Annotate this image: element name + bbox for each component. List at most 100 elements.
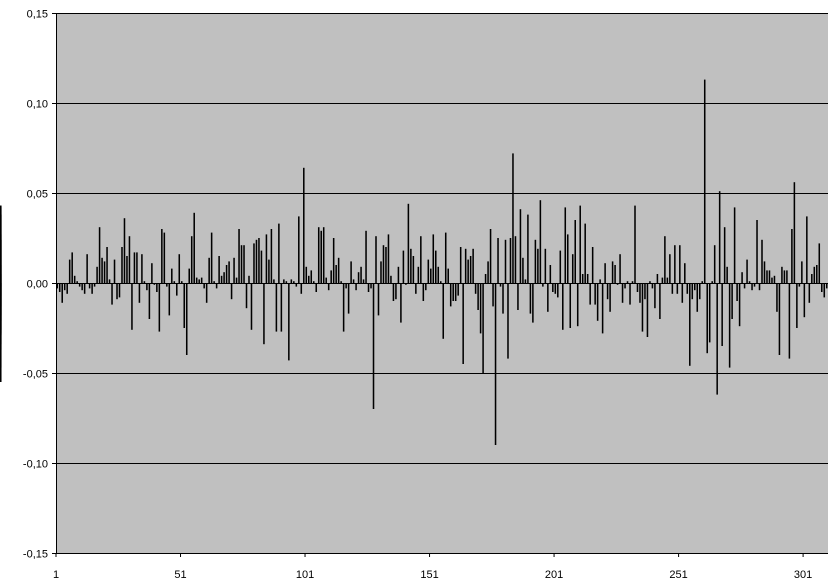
data-bar bbox=[178, 254, 181, 283]
data-bar bbox=[273, 279, 275, 283]
data-bar bbox=[417, 266, 420, 283]
data-bar bbox=[758, 283, 761, 291]
data-bar bbox=[726, 266, 728, 283]
data-bar bbox=[636, 283, 639, 292]
data-bar bbox=[390, 275, 392, 283]
data-bar bbox=[454, 283, 457, 301]
data-bar bbox=[387, 234, 390, 283]
data-bar bbox=[412, 256, 415, 283]
data-bar bbox=[594, 283, 596, 305]
data-bar bbox=[180, 281, 183, 283]
data-bar bbox=[532, 283, 534, 323]
data-bar bbox=[728, 283, 731, 368]
data-bar bbox=[544, 248, 547, 283]
data-bar bbox=[176, 283, 178, 296]
data-bar bbox=[619, 254, 621, 283]
data-bar bbox=[639, 283, 641, 303]
data-bar bbox=[564, 207, 567, 283]
data-bar bbox=[335, 265, 337, 283]
data-bar bbox=[689, 283, 691, 366]
data-bar bbox=[58, 283, 61, 292]
data-bar bbox=[427, 259, 430, 283]
data-bar bbox=[188, 268, 190, 283]
data-bar bbox=[674, 245, 676, 283]
data-bar bbox=[527, 214, 529, 283]
data-bar bbox=[776, 283, 778, 312]
data-bar bbox=[96, 266, 98, 283]
data-bar bbox=[111, 283, 113, 305]
data-bar bbox=[816, 265, 818, 283]
data-bar bbox=[731, 283, 733, 319]
data-bar bbox=[761, 239, 763, 283]
data-bar bbox=[462, 283, 464, 364]
data-bar bbox=[310, 270, 313, 283]
data-bar bbox=[98, 227, 101, 283]
data-bar bbox=[315, 283, 318, 292]
data-bar bbox=[718, 191, 721, 283]
data-bar bbox=[210, 232, 213, 283]
data-bar bbox=[260, 250, 263, 283]
data-bar bbox=[161, 229, 163, 283]
data-bar bbox=[509, 238, 512, 283]
data-bar bbox=[382, 245, 385, 283]
y-tick-label: -0,10 bbox=[23, 459, 48, 471]
data-bar bbox=[698, 283, 701, 300]
data-bar bbox=[721, 283, 723, 346]
x-tick-label: 301 bbox=[794, 569, 812, 581]
data-bar bbox=[168, 283, 171, 316]
data-bar bbox=[437, 266, 440, 283]
data-bar bbox=[581, 274, 584, 283]
data-bar bbox=[487, 261, 489, 283]
data-bar bbox=[659, 283, 661, 319]
data-bar bbox=[708, 283, 711, 343]
data-bar bbox=[312, 281, 315, 283]
data-bar bbox=[591, 247, 594, 283]
data-bar bbox=[664, 236, 666, 283]
data-bar bbox=[235, 277, 238, 283]
data-bar bbox=[808, 283, 811, 303]
data-bar bbox=[435, 250, 437, 283]
data-bar bbox=[507, 283, 509, 359]
data-bar bbox=[278, 223, 280, 283]
data-bar bbox=[534, 239, 537, 283]
data-bar bbox=[786, 270, 788, 283]
x-tick-label: 201 bbox=[545, 569, 563, 581]
data-bar bbox=[126, 256, 128, 283]
data-bar bbox=[821, 283, 823, 292]
data-bar bbox=[200, 277, 203, 283]
data-bar bbox=[415, 283, 417, 294]
data-bar bbox=[190, 236, 193, 283]
data-bar bbox=[811, 274, 813, 283]
data-bar bbox=[270, 229, 273, 283]
data-bar bbox=[303, 167, 305, 283]
data-bar bbox=[574, 220, 576, 283]
data-bar bbox=[467, 259, 469, 283]
data-bar bbox=[300, 283, 303, 294]
data-bar bbox=[768, 270, 771, 283]
data-bar bbox=[514, 236, 517, 283]
y-tick-label: -0,15 bbox=[23, 549, 48, 561]
data-bar bbox=[741, 272, 743, 283]
data-bar bbox=[430, 268, 432, 283]
data-bar bbox=[783, 270, 786, 283]
data-bar bbox=[474, 283, 477, 294]
data-bar bbox=[66, 283, 68, 294]
data-bar bbox=[185, 283, 188, 355]
data-bar bbox=[716, 283, 718, 395]
data-bar bbox=[584, 223, 586, 283]
data-bar bbox=[397, 266, 400, 283]
data-bar bbox=[195, 277, 198, 283]
data-bar bbox=[425, 283, 427, 291]
data-bar bbox=[624, 283, 626, 289]
data-bar bbox=[793, 182, 796, 283]
y-axis-ticks: 0,15 0,10 0,05 0,00 -0,05 -0,10 -0,15 bbox=[23, 9, 56, 561]
data-bar bbox=[76, 281, 78, 283]
data-bar bbox=[798, 283, 801, 287]
data-bar bbox=[275, 283, 278, 332]
data-bar bbox=[519, 209, 522, 283]
data-bar bbox=[686, 283, 689, 294]
data-bar bbox=[0, 234, 2, 283]
data-bar bbox=[459, 247, 462, 283]
data-bar bbox=[0, 283, 2, 345]
data-bar bbox=[606, 283, 609, 300]
